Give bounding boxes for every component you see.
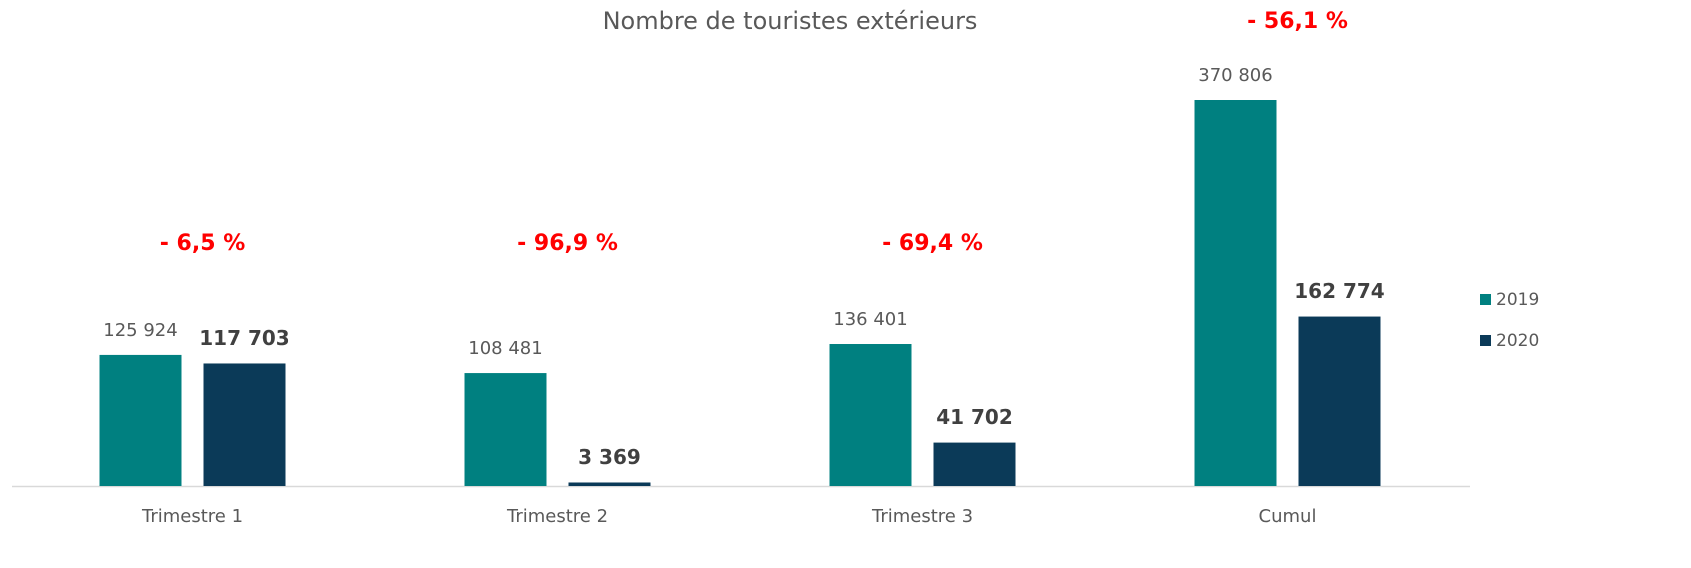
bar bbox=[568, 482, 651, 486]
x-tick-label: Trimestre 1 bbox=[141, 506, 243, 527]
annotation: - 6,5 % bbox=[160, 231, 245, 256]
x-tick-label: Cumul bbox=[1259, 506, 1317, 527]
annotation: - 96,9 % bbox=[517, 231, 618, 256]
bar bbox=[1298, 316, 1381, 486]
bar bbox=[933, 442, 1016, 486]
legend-swatch bbox=[1480, 294, 1491, 305]
bar bbox=[99, 354, 182, 486]
data-label: 370 806 bbox=[1198, 65, 1272, 86]
data-label: 162 774 bbox=[1294, 279, 1384, 303]
annotation: - 69,4 % bbox=[882, 231, 983, 256]
data-label: 108 481 bbox=[468, 338, 542, 359]
legend-label: 2019 bbox=[1496, 290, 1539, 310]
chart-title: Nombre de touristes extérieurs bbox=[603, 7, 978, 35]
bar bbox=[203, 363, 286, 486]
bar bbox=[829, 344, 912, 486]
bar bbox=[1194, 100, 1277, 486]
data-label: 3 369 bbox=[578, 445, 641, 469]
legend-label: 2020 bbox=[1496, 331, 1539, 351]
data-label: 125 924 bbox=[103, 320, 177, 341]
data-label: 117 703 bbox=[199, 326, 289, 350]
annotation: - 56,1 % bbox=[1247, 9, 1348, 34]
legend-swatch bbox=[1480, 335, 1491, 346]
bar bbox=[464, 373, 547, 486]
data-label: 41 702 bbox=[936, 405, 1013, 429]
x-tick-label: Trimestre 3 bbox=[871, 506, 973, 527]
x-tick-label: Trimestre 2 bbox=[506, 506, 608, 527]
data-label: 136 401 bbox=[833, 309, 907, 330]
